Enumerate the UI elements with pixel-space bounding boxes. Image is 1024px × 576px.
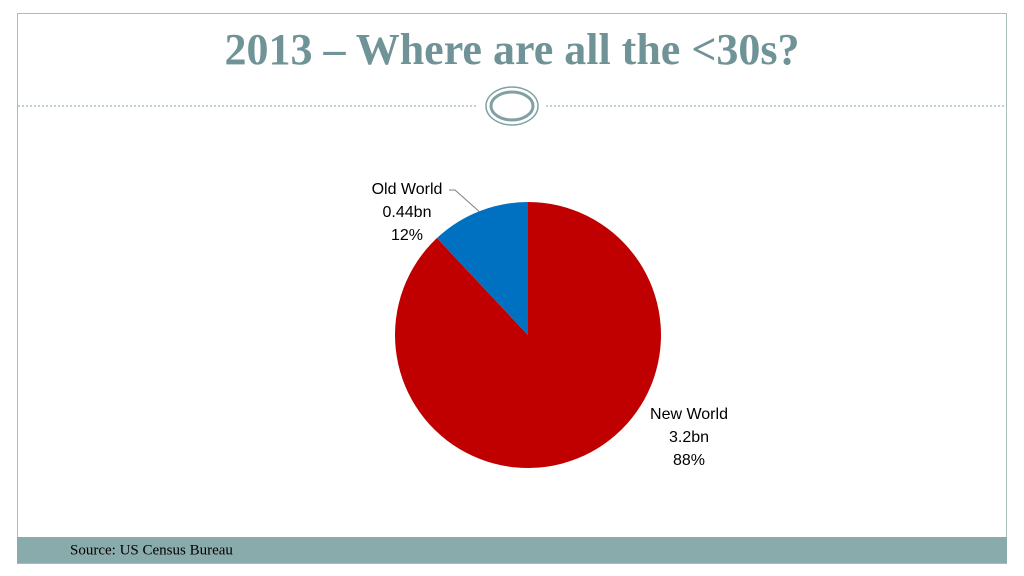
slice-category: Old World xyxy=(372,181,443,198)
ornament xyxy=(489,90,535,122)
slice-amount: 0.44bn xyxy=(383,204,432,221)
slide-border xyxy=(17,13,1007,564)
slice-amount: 3.2bn xyxy=(669,429,709,446)
ornament xyxy=(485,86,539,126)
slice-percent: 88% xyxy=(673,452,705,469)
slice-category: New World xyxy=(650,406,728,423)
footer-band xyxy=(17,537,1007,563)
leader-line xyxy=(449,189,480,212)
slide-title: 2013 – Where are all the <30s? xyxy=(224,25,799,74)
pie-slice xyxy=(436,202,528,335)
source-note: Source: US Census Bureau xyxy=(70,542,233,558)
pie-chart: New World 3.2bn 88% Old World 0.44bn 12% xyxy=(372,181,728,469)
slice-percent: 12% xyxy=(391,227,423,244)
